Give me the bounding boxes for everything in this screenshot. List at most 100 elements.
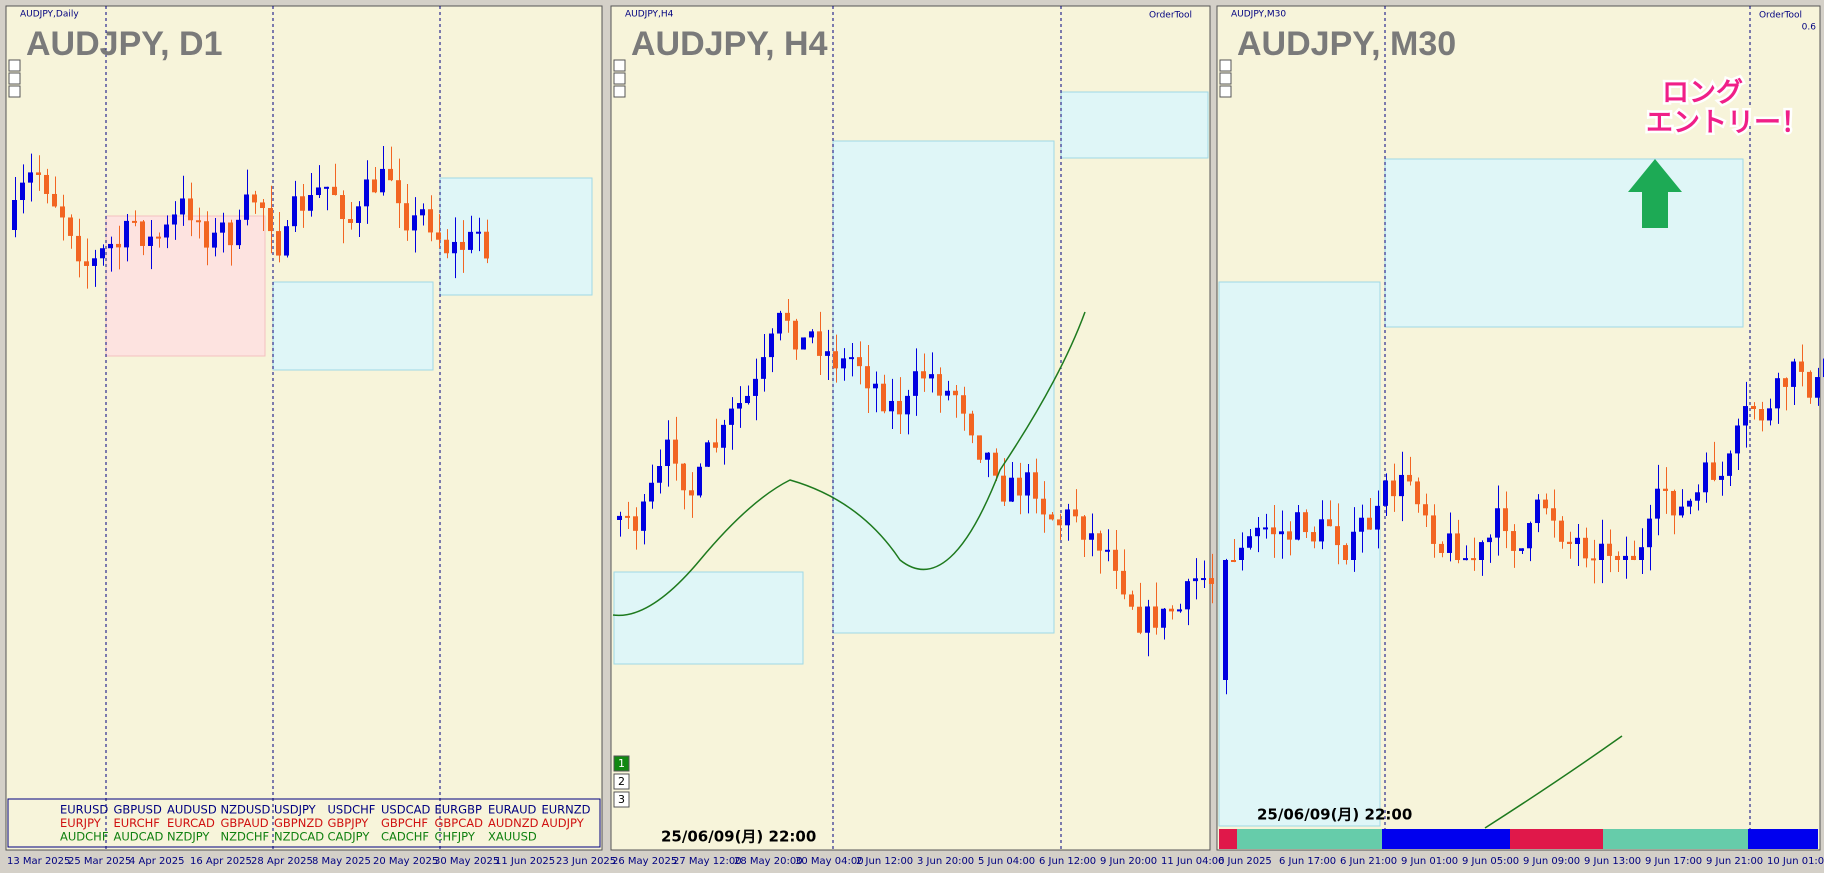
symbol-button[interactable]: AUDNZD [488,816,539,830]
candle-body [1663,488,1668,491]
symbol-button[interactable]: NZDJPY [167,830,210,844]
x-axis-label: 25 Mar 2025 [68,856,131,867]
toolbar-button[interactable] [8,72,21,85]
candle-body [132,220,137,223]
candle-body [316,187,321,196]
symbol-button[interactable]: NZDUSD [221,803,271,817]
candle-body [188,198,193,221]
candle-body [396,180,401,204]
symbol-button[interactable]: NZDCHF [221,830,270,844]
timeframe-button-label[interactable]: 3 [618,793,625,806]
candle-body [1759,408,1764,421]
symbol-button[interactable]: XAUUSD [488,830,537,844]
candle-body [1001,475,1006,502]
candle-body [833,351,838,369]
toolbar-button[interactable] [613,72,626,85]
symbol-button[interactable]: AUDCAD [114,830,164,844]
candle-body [300,196,305,211]
symbol-button[interactable]: USDCHF [328,803,376,817]
candle-body [1383,480,1388,506]
symbol-button[interactable]: GBPCAD [435,816,484,830]
symbol-button[interactable]: GBPAUD [221,816,269,830]
timeframe-button-label[interactable]: 2 [618,775,625,788]
symbol-button[interactable]: GBPJPY [328,816,370,830]
candle-body [1129,594,1134,607]
candle-body [124,220,129,248]
x-axis-label: 27 May 12:00 [673,856,742,867]
candle-body [1599,543,1604,560]
candle-body [1503,508,1508,532]
toolbar-button[interactable] [8,59,21,72]
symbol-button[interactable]: AUDJPY [542,816,585,830]
toolbar-button[interactable] [1219,59,1232,72]
symbol-button[interactable]: EURNZD [542,803,591,817]
candle-body [476,231,481,234]
candle-body [1193,578,1198,582]
toolbar-button[interactable] [613,85,626,98]
candle-body [220,222,225,233]
toolbar-button[interactable] [8,85,21,98]
symbol-button[interactable]: CADJPY [328,830,371,844]
candle-body [897,400,902,415]
window-title: AUDJPY,H4 [625,10,674,20]
symbol-button[interactable]: USDCAD [381,803,430,817]
annotation: エントリー！ [1646,108,1808,139]
symbol-button[interactable]: CADCHF [381,830,429,844]
symbol-button[interactable]: GBPNZD [274,816,323,830]
candle-body [212,232,217,248]
candle-body [356,206,361,223]
symbol-button[interactable]: GBPUSD [114,803,162,817]
candle-body [1343,545,1348,560]
symbol-button[interactable]: EURJPY [60,816,102,830]
zone-box [1060,91,1209,159]
candle-body [641,501,646,531]
candle-body [436,232,441,240]
candle-body [1209,578,1214,584]
symbol-button[interactable]: AUDUSD [167,803,217,817]
candle-body [1335,526,1340,546]
timeframe-button[interactable] [613,791,630,808]
symbol-button[interactable]: GBPCHF [381,816,428,830]
candle-body [148,236,153,246]
toolbar-button[interactable] [1219,72,1232,85]
order-tool-label[interactable]: OrderTool [1149,11,1192,21]
candle-body [1439,543,1444,553]
candle-body [156,236,161,239]
candle-body [785,312,790,321]
candle-body [1527,523,1532,549]
symbol-button[interactable]: EURGBP [435,803,482,817]
symbol-button[interactable]: EURCAD [167,816,215,830]
candle-body [1121,570,1126,595]
candle-body [468,231,473,250]
symbol-button[interactable]: EURAUD [488,803,536,817]
symbol-button[interactable]: CHFJPY [435,830,476,844]
timeframe-button[interactable] [613,755,630,772]
timeframe-button-label[interactable]: 1 [618,757,625,770]
symbol-button[interactable]: EURCHF [114,816,160,830]
symbol-button[interactable]: USDJPY [274,803,317,817]
candle-body [1655,488,1660,519]
candle-body [1279,531,1284,535]
candle-body [905,395,910,415]
toolbar-button[interactable] [1219,85,1232,98]
candle-body [1495,508,1500,538]
toolbar-button[interactable] [613,59,626,72]
moving-average [612,311,1086,617]
x-axis-label: 5 Jun 04:00 [978,856,1035,867]
candle-body [1089,533,1094,540]
candle-body [1169,608,1174,612]
strength-bar [1510,829,1603,849]
candle-body [172,214,177,225]
candle-body [1591,558,1596,561]
candle-body [460,241,465,250]
order-tool-label[interactable]: OrderTool [1759,11,1802,21]
symbol-button[interactable]: EURUSD [60,803,108,817]
symbol-button[interactable]: AUDCHF [60,830,108,844]
symbol-button[interactable]: NZDCAD [274,830,324,844]
candle-body [1447,533,1452,553]
zone-box [439,177,593,296]
timeframe-button[interactable] [613,773,630,790]
server-time: 25/06/09(月) 22:00 [661,828,816,846]
candle-body [777,312,782,334]
candle-body [1153,606,1158,628]
